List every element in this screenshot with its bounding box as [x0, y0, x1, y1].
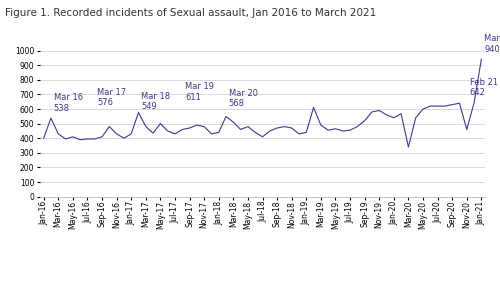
- Text: Mar 18
549: Mar 18 549: [142, 92, 171, 111]
- Text: Mar 16
538: Mar 16 538: [54, 93, 83, 112]
- Text: Feb 21
642: Feb 21 642: [470, 78, 498, 97]
- Text: Mar 19
611: Mar 19 611: [185, 82, 214, 102]
- Text: Mar 20
568: Mar 20 568: [229, 89, 258, 108]
- Text: Mar 21
940: Mar 21 940: [484, 34, 500, 54]
- Text: Mar 17
576: Mar 17 576: [98, 88, 126, 107]
- Text: Figure 1. Recorded incidents of Sexual assault, Jan 2016 to March 2021: Figure 1. Recorded incidents of Sexual a…: [5, 8, 376, 19]
